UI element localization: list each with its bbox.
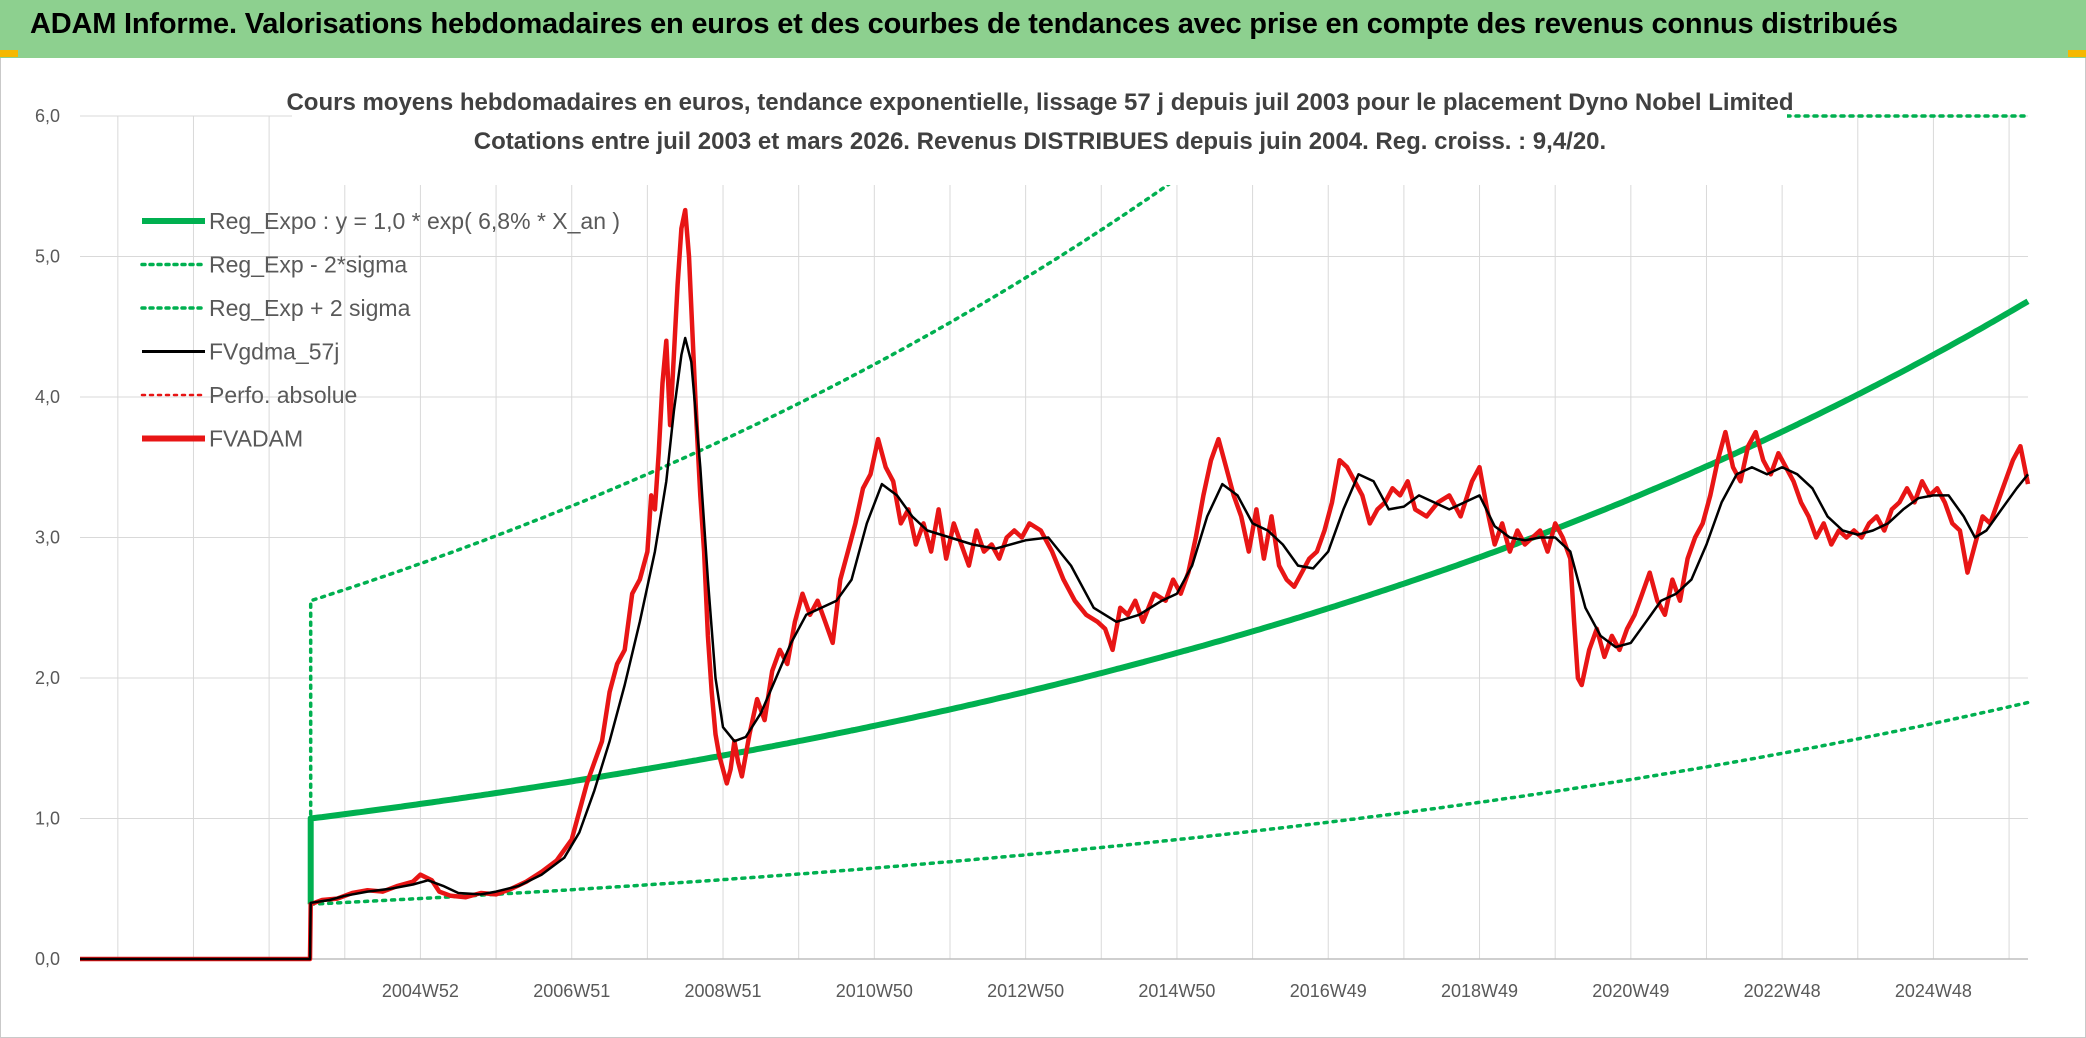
legend-label: Reg_Expo : y = 1,0 * exp( 6,8% * X_an )	[209, 208, 620, 234]
chart: 0,0 1,0 2,0 3,0 4,0 5,0 6,0 2004W52 2006W51 2008…	[35, 70, 2031, 1001]
corner-mark-left	[0, 50, 18, 57]
x-tick-label: 2016W49	[1290, 981, 1367, 1001]
x-tick-label: 2006W51	[533, 981, 610, 1001]
title-bar: ADAM Informe. Valorisations hebdomadaire…	[0, 0, 2086, 58]
grid	[80, 115, 2028, 960]
x-tick-label: 2010W50	[836, 981, 913, 1001]
x-tick-label: 2014W50	[1138, 981, 1215, 1001]
y-tick-label: 2,0	[35, 668, 60, 688]
reg-expo-line	[307, 298, 2030, 905]
reg-exp-minus-2-sigma-line	[308, 700, 2030, 906]
y-tick-label: 0,0	[35, 949, 60, 969]
page-title: ADAM Informe. Valorisations hebdomadaire…	[30, 8, 1898, 40]
x-tick-label: 2022W48	[1744, 981, 1821, 1001]
legend-label: FVADAM	[209, 426, 303, 452]
fvadam-line	[80, 207, 2031, 962]
x-tick-label: 2008W51	[684, 981, 761, 1001]
x-tick-label: 2024W48	[1895, 981, 1972, 1001]
y-tick-label: 6,0	[35, 106, 60, 126]
chart-title-line-1: Cours moyens hebdomadaires en euros, ten…	[286, 89, 1793, 116]
legend-label: Reg_Exp - 2*sigma	[209, 252, 407, 278]
y-axis-ticks: 0,0 1,0 2,0 3,0 4,0 5,0 6,0	[35, 106, 60, 969]
x-tick-label: 2012W50	[987, 981, 1064, 1001]
legend: Reg_Expo : y = 1,0 * exp( 6,8% * X_an ) R…	[140, 208, 620, 452]
x-tick-label: 2018W49	[1441, 981, 1518, 1001]
chart-title-background	[292, 70, 1787, 185]
chart-title-line-2: Cotations entre juil 2003 et mars 2026. …	[474, 128, 1606, 155]
series	[80, 114, 2031, 962]
corner-mark-right	[2068, 50, 2086, 57]
y-tick-label: 3,0	[35, 528, 60, 548]
fvgdma-57j-line	[80, 336, 2029, 961]
legend-label: FVgdma_57j	[209, 339, 339, 365]
y-tick-label: 1,0	[35, 809, 60, 829]
y-tick-label: 5,0	[35, 247, 60, 267]
legend-label: Reg_Exp + 2 sigma	[209, 295, 411, 321]
x-tick-label: 2020W49	[1592, 981, 1669, 1001]
x-tick-label: 2004W52	[382, 981, 459, 1001]
legend-label: Perfo. absolue	[209, 382, 357, 408]
x-axis-ticks: 2004W52 2006W51 2008W51 2010W50 2012W50 2014W…	[382, 981, 1972, 1001]
y-tick-label: 4,0	[35, 387, 60, 407]
reg-exp-plus-2-sigma-line	[308, 149, 1217, 906]
